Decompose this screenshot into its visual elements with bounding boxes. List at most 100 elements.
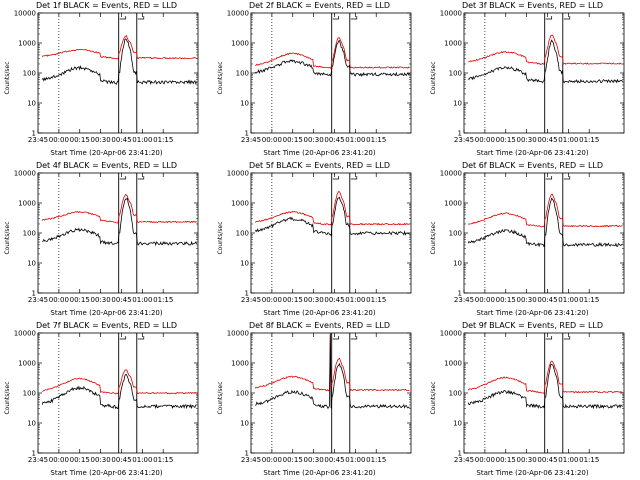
y-tick-label: 1000 xyxy=(231,200,249,208)
x-tick-label: 01:00 xyxy=(558,456,578,464)
x-tick-label: 00:30 xyxy=(91,136,111,144)
det-5f-chart: 1 10 100 1000 10000 23:45 00:00 00:15 00:30 00:45… xyxy=(227,170,412,304)
y-tick-label: 10 xyxy=(240,100,249,108)
x-axis-label: Start Time (20-Apr-06 23:41:20) xyxy=(263,469,376,477)
events-series xyxy=(254,40,410,78)
det-4f-chart: 1 10 100 1000 10000 23:45 00:00 00:15 00:30 00:45… xyxy=(14,170,199,304)
y-tick-label: 1 xyxy=(458,290,462,298)
lld-series xyxy=(42,369,197,395)
x-tick-label: 00:15 xyxy=(496,456,516,464)
lld-series xyxy=(41,34,197,60)
x-tick-label: 01:15 xyxy=(153,296,173,304)
panel-title: Det 1f BLACK = Events, RED = LLD xyxy=(35,1,178,10)
y-tick-label: 1000 xyxy=(231,40,249,48)
x-tick-label: 00:00 xyxy=(475,136,495,144)
x-axis-label: Start Time (20-Apr-06 23:41:20) xyxy=(263,309,376,317)
y-axis-label: Counts/sec xyxy=(217,61,224,95)
x-tick-label: 01:00 xyxy=(558,136,578,144)
x-tick-label: 01:00 xyxy=(132,136,152,144)
events-series xyxy=(467,363,623,410)
x-tick-label: 23:45 xyxy=(454,456,474,464)
x-tick-label: 00:45 xyxy=(324,136,344,144)
y-axis-label: Counts/sec xyxy=(430,221,437,255)
y-tick-label: 1 xyxy=(32,130,36,138)
events-series xyxy=(467,197,623,248)
y-tick-label: 10000 xyxy=(440,330,462,338)
y-tick-label: 1000 xyxy=(231,360,249,368)
det-2f-chart: 1 10 100 1000 10000 23:45 00:00 00:15 00:30 00:45… xyxy=(227,10,412,144)
x-tick-label: 00:15 xyxy=(283,456,303,464)
y-tick-label: 1000 xyxy=(18,40,36,48)
y-tick-label: 10000 xyxy=(440,10,462,18)
x-axis-label: Start Time (20-Apr-06 23:41:20) xyxy=(476,469,589,477)
x-tick-label: 00:00 xyxy=(49,296,69,304)
y-tick-label: 10 xyxy=(453,260,462,268)
x-tick-label: 01:15 xyxy=(153,456,173,464)
x-tick-label: 01:15 xyxy=(579,136,599,144)
x-tick-label: 01:15 xyxy=(366,296,386,304)
y-tick-label: 100 xyxy=(236,230,249,238)
y-tick-label: 10000 xyxy=(14,170,36,178)
x-tick-label: 23:45 xyxy=(28,456,48,464)
lld-series xyxy=(468,34,623,65)
x-tick-label: 00:00 xyxy=(49,456,69,464)
y-tick-label: 1 xyxy=(245,290,249,298)
det-9f-panel: Det 9f BLACK = Events, RED = LLD 1 10 100 10… xyxy=(426,320,639,480)
x-tick-label: 00:30 xyxy=(517,456,537,464)
y-axis-label: Counts/sec xyxy=(430,381,437,415)
det-8f-panel: Det 8f BLACK = Events, RED = LLD 1 10 100 10… xyxy=(213,320,426,480)
det-2f-panel: Det 2f BLACK = Events, RED = LLD 1 10 100 10… xyxy=(213,0,426,160)
det-3f-chart: 1 10 100 1000 10000 23:45 00:00 00:15 00:30 00:45… xyxy=(440,10,625,144)
y-tick-label: 10000 xyxy=(14,330,36,338)
x-tick-label: 00:15 xyxy=(496,296,516,304)
y-tick-label: 10000 xyxy=(227,170,249,178)
det-3f-panel: Det 3f BLACK = Events, RED = LLD 1 10 100 10… xyxy=(426,0,639,160)
x-axis-label: Start Time (20-Apr-06 23:41:20) xyxy=(50,309,163,317)
det-4f-panel: Det 4f BLACK = Events, RED = LLD 1 10 100 10… xyxy=(0,160,213,320)
x-tick-label: 00:00 xyxy=(262,136,282,144)
y-axis-label: Counts/sec xyxy=(4,61,11,95)
events-series xyxy=(254,196,410,237)
det-6f-panel: Det 6f BLACK = Events, RED = LLD 1 10 100 10… xyxy=(426,160,639,320)
det-8f-chart: 1 10 100 1000 10000 23:45 00:00 00:15 00:30 00:45… xyxy=(227,330,412,464)
x-tick-label: 00:45 xyxy=(537,136,557,144)
x-tick-label: 00:00 xyxy=(262,456,282,464)
x-tick-label: 01:00 xyxy=(345,456,365,464)
y-tick-label: 100 xyxy=(23,70,36,78)
lld-series xyxy=(254,37,410,70)
panel-title: Det 2f BLACK = Events, RED = LLD xyxy=(248,1,391,10)
x-tick-label: 00:00 xyxy=(475,296,495,304)
axes-frame xyxy=(37,172,199,294)
x-tick-label: 01:00 xyxy=(345,136,365,144)
axes-frame xyxy=(463,172,625,294)
x-tick-label: 00:00 xyxy=(49,136,69,144)
x-axis-label: Start Time (20-Apr-06 23:41:20) xyxy=(50,149,163,157)
x-tick-label: 00:45 xyxy=(111,136,131,144)
events-series xyxy=(255,333,410,409)
x-tick-label: 00:45 xyxy=(324,296,344,304)
x-tick-label: 23:45 xyxy=(28,296,48,304)
x-tick-label: 00:30 xyxy=(91,296,111,304)
x-tick-label: 01:00 xyxy=(132,456,152,464)
panel-title: Det 9f BLACK = Events, RED = LLD xyxy=(461,321,604,330)
y-tick-label: 1 xyxy=(245,450,249,458)
panel-title: Det 6f BLACK = Events, RED = LLD xyxy=(461,161,604,170)
x-tick-label: 00:30 xyxy=(517,296,537,304)
det-6f-chart: 1 10 100 1000 10000 23:45 00:00 00:15 00:30 00:45… xyxy=(440,170,625,304)
panel-title: Det 5f BLACK = Events, RED = LLD xyxy=(248,161,391,170)
x-tick-label: 23:45 xyxy=(241,456,261,464)
y-tick-label: 1 xyxy=(458,450,462,458)
x-tick-label: 00:00 xyxy=(262,296,282,304)
y-tick-label: 1 xyxy=(32,290,36,298)
y-axis-label: Counts/sec xyxy=(4,221,11,255)
events-series xyxy=(41,38,197,86)
y-tick-label: 10000 xyxy=(227,10,249,18)
y-axis-label: Counts/sec xyxy=(217,221,224,255)
x-tick-label: 00:45 xyxy=(537,456,557,464)
x-tick-label: 00:00 xyxy=(475,456,495,464)
y-axis-label: Counts/sec xyxy=(4,381,11,415)
x-tick-label: 00:15 xyxy=(283,296,303,304)
panel-title: Det 3f BLACK = Events, RED = LLD xyxy=(461,1,604,10)
x-tick-label: 01:00 xyxy=(132,296,152,304)
y-tick-label: 100 xyxy=(23,390,36,398)
